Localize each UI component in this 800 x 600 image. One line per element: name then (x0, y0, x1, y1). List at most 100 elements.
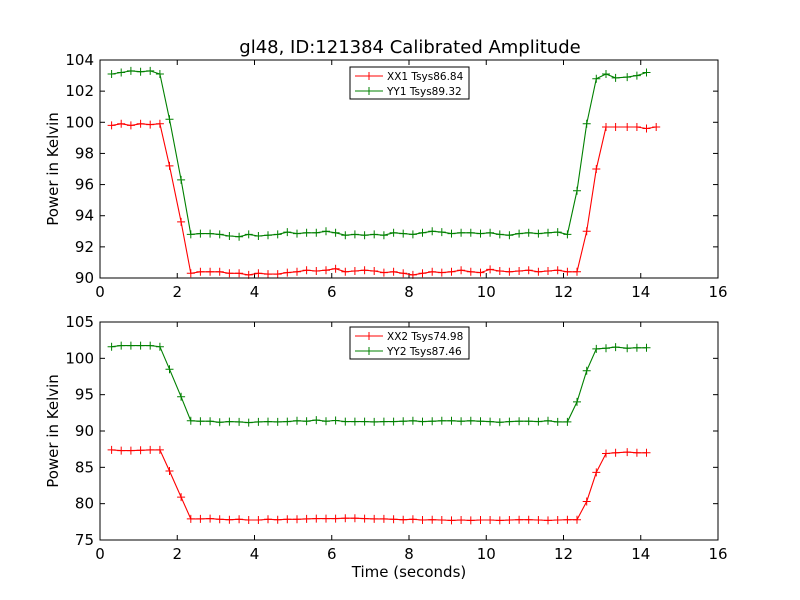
data-point-marker (155, 445, 164, 454)
data-point-marker (235, 515, 244, 524)
data-point-marker (126, 121, 135, 130)
data-point-marker (495, 267, 504, 275)
data-point-marker (186, 416, 195, 425)
data-point-marker (273, 270, 282, 279)
data-point-marker (196, 417, 205, 426)
data-point-marker (399, 515, 408, 524)
data-point-marker (563, 417, 572, 426)
data-point-marker (553, 266, 562, 275)
data-point-marker (293, 515, 301, 524)
data-point-marker (534, 516, 543, 524)
data-point-marker (544, 228, 552, 237)
data-point-marker (389, 267, 398, 276)
x-tick-label: 10 (477, 283, 496, 301)
data-point-marker (524, 417, 533, 426)
data-point-marker (215, 267, 224, 276)
data-point-marker (244, 418, 253, 427)
data-point-marker (283, 268, 292, 277)
data-point-marker (331, 416, 340, 425)
data-point-marker (350, 230, 359, 239)
data-point-marker (264, 417, 272, 426)
data-point-marker (215, 515, 224, 524)
data-point-marker (642, 124, 651, 133)
legend-entry-label: XX1 Tsys86.84 (387, 71, 464, 83)
data-point-marker (447, 516, 456, 525)
data-point-marker (418, 516, 427, 524)
data-point-marker (399, 417, 408, 426)
data-point-marker (146, 445, 155, 454)
data-point-marker (476, 229, 485, 238)
legend: XX1 Tsys86.84 YY1 Tsys89.32 (349, 66, 470, 100)
data-point-marker (447, 267, 456, 276)
data-point-marker (312, 416, 321, 425)
data-point-marker (408, 416, 417, 425)
series-yy1 (107, 66, 651, 241)
data-point-marker (331, 228, 340, 237)
y-tick-label: 104 (65, 51, 94, 69)
data-point-marker (457, 516, 466, 524)
legend-swatch-marker (365, 347, 373, 355)
data-point-marker (312, 228, 321, 237)
y-tick-label: 75 (75, 531, 94, 549)
data-point-marker (186, 269, 195, 278)
data-point-marker (495, 418, 504, 427)
data-point-marker (437, 268, 446, 277)
bottom-subplot: 0 2 4 6 8 10 12 14 16 75 80 85 90 95 100 105 Power in Ke… (44, 313, 728, 581)
data-point-marker (370, 514, 379, 523)
data-point-marker (264, 515, 272, 524)
data-point-marker (466, 416, 475, 425)
data-point-marker (437, 416, 446, 425)
data-point-marker (652, 123, 661, 131)
data-point-marker (322, 227, 330, 236)
data-point-marker (573, 397, 581, 406)
y-tick-label: 96 (75, 176, 94, 194)
y-tick-label: 90 (75, 269, 94, 287)
data-point-marker (379, 268, 388, 277)
data-point-marker (592, 468, 601, 477)
x-tick-label: 12 (554, 545, 573, 563)
data-point-marker (264, 270, 272, 279)
data-point-marker (254, 232, 263, 240)
series-yy2 (107, 341, 651, 427)
y-axis-label: Power in Kelvin (44, 112, 62, 226)
data-point-marker (225, 515, 234, 524)
data-point-marker (196, 514, 205, 523)
data-point-marker (273, 515, 282, 524)
x-tick-label: 8 (404, 545, 414, 563)
data-point-marker (379, 417, 388, 426)
data-point-marker (505, 516, 514, 524)
data-point-marker (322, 266, 330, 275)
data-point-marker (126, 341, 135, 350)
data-point-marker (235, 232, 244, 241)
data-point-marker (408, 515, 417, 524)
data-point-marker (399, 229, 408, 238)
legend-box (349, 66, 470, 100)
x-tick-label: 2 (172, 283, 182, 301)
data-point-marker (146, 66, 155, 75)
data-point-marker (215, 418, 224, 427)
data-point-marker (331, 514, 340, 523)
x-tick-label: 4 (250, 545, 260, 563)
data-point-marker (312, 514, 321, 523)
x-tick-label: 0 (95, 283, 105, 301)
x-axis-label: Time (seconds) (351, 563, 467, 581)
data-point-marker (534, 229, 543, 238)
y-tick-label: 94 (75, 207, 94, 225)
y-tick-label: 92 (75, 238, 94, 256)
data-point-marker (117, 446, 126, 455)
data-point-marker (389, 228, 398, 237)
x-tick-label: 6 (327, 545, 337, 563)
data-point-marker (524, 228, 533, 237)
data-point-marker (283, 417, 292, 426)
data-point-marker (642, 448, 651, 457)
data-point-marker (107, 342, 116, 351)
data-point-marker (623, 73, 632, 82)
legend-swatch-marker (365, 87, 373, 95)
data-point-marker (254, 269, 263, 278)
data-point-marker (165, 365, 174, 374)
data-point-marker (428, 267, 437, 276)
data-point-marker (563, 230, 572, 239)
data-point-marker (165, 115, 174, 124)
data-point-marker (553, 516, 562, 524)
